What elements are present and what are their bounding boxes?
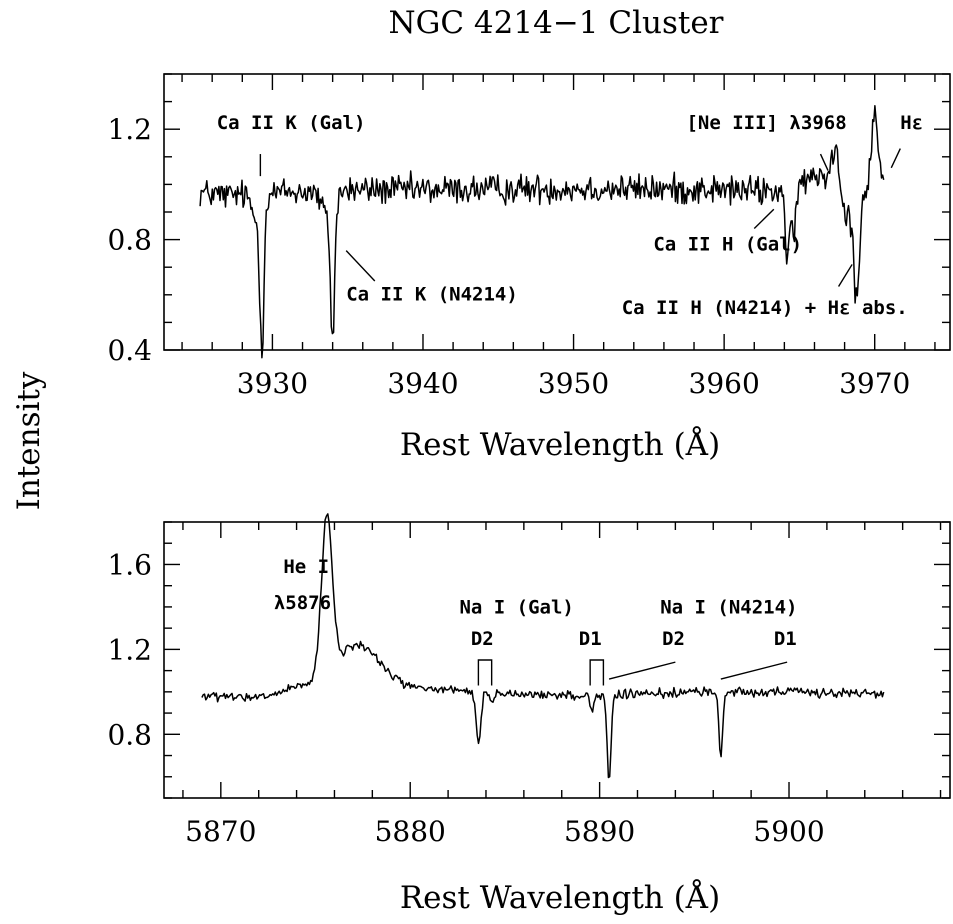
x-tick-label: 5900 (753, 815, 824, 848)
axis-ticks (164, 73, 950, 351)
y-tick-labels: 0.8 1.2 1.6 (107, 548, 152, 751)
annotation-label: D2 (471, 628, 494, 650)
annotation-label: Ca II H (Gal) (653, 234, 802, 256)
doublet-leader-line (720, 661, 788, 680)
annotation-label: D2 (662, 628, 685, 650)
x-tick-labels: 3930 3940 3950 3960 3970 (237, 367, 911, 400)
doublet-leader-line (608, 661, 676, 680)
annotation-label: [Ne III] λ3968 (686, 112, 846, 134)
panel-sodium: 5870 5880 5890 5900 0.8 1.2 1.6 He I λ5876 Na I… (107, 513, 951, 916)
annotation-label: Ca II H (N4214) + Hε abs. (622, 297, 908, 319)
y-tick-label: 1.2 (107, 633, 152, 666)
annotation-label: He I (283, 556, 329, 578)
annotation-leader-line (345, 250, 376, 282)
annotation-label: λ5876 (274, 592, 331, 614)
annotation-leader-line (819, 153, 829, 171)
plot-frame (163, 521, 951, 799)
x-tick-label: 3970 (839, 367, 910, 400)
x-tick-label: 3940 (387, 367, 458, 400)
y-axis-label: Intensity (11, 371, 47, 510)
annotation-label: Na I (Gal) (459, 596, 573, 618)
x-axis-label: Rest Wavelength (Å) (400, 878, 720, 916)
doublet-bracket (477, 659, 493, 686)
x-tick-labels: 5870 5880 5890 5900 (185, 815, 824, 848)
annotation-label: D1 (774, 628, 797, 650)
x-tick-label: 5880 (375, 815, 446, 848)
y-tick-label: 1.6 (107, 548, 152, 581)
y-tick-label: 0.8 (107, 718, 152, 751)
x-tick-label: 5870 (185, 815, 256, 848)
x-tick-label: 3930 (237, 367, 308, 400)
y-tick-label: 0.8 (107, 224, 152, 257)
annotation-label: Na I (N4214) (660, 596, 797, 618)
line-annotations: Ca II K (Gal) Ca II K (N4214) [Ne III] λ39… (217, 112, 923, 319)
doublet-bracket (589, 659, 605, 686)
annotation-label: Ca II K (N4214) (346, 283, 518, 305)
axis-ticks (164, 521, 950, 799)
annotation-label: D1 (579, 628, 602, 650)
annotation-label: Hε (900, 112, 923, 134)
annotation-leader-line (837, 264, 853, 287)
x-tick-label: 3950 (538, 367, 609, 400)
spectrum-line (199, 105, 885, 359)
annotation-label: Ca II K (Gal) (217, 112, 366, 134)
annotation-leader-line (753, 208, 775, 230)
x-tick-label: 5890 (564, 815, 635, 848)
x-tick-label: 3960 (689, 367, 760, 400)
figure-title: NGC 4214−1 Cluster (388, 5, 723, 41)
y-tick-label: 1.2 (107, 113, 152, 146)
spectrum-line (201, 513, 885, 779)
y-tick-labels: 0.4 0.8 1.2 (107, 113, 152, 367)
panel-calcium: 3930 3940 3950 3960 3970 0.4 0.8 1.2 Ca II K (… (107, 73, 951, 463)
x-axis-label: Rest Wavelength (Å) (400, 425, 720, 463)
annotation-leader-line (890, 148, 901, 169)
line-annotations: He I λ5876 Na I (Gal) Na I (N4214) D2 D1 D2 D1 (274, 556, 798, 686)
y-tick-label: 0.4 (107, 334, 152, 367)
